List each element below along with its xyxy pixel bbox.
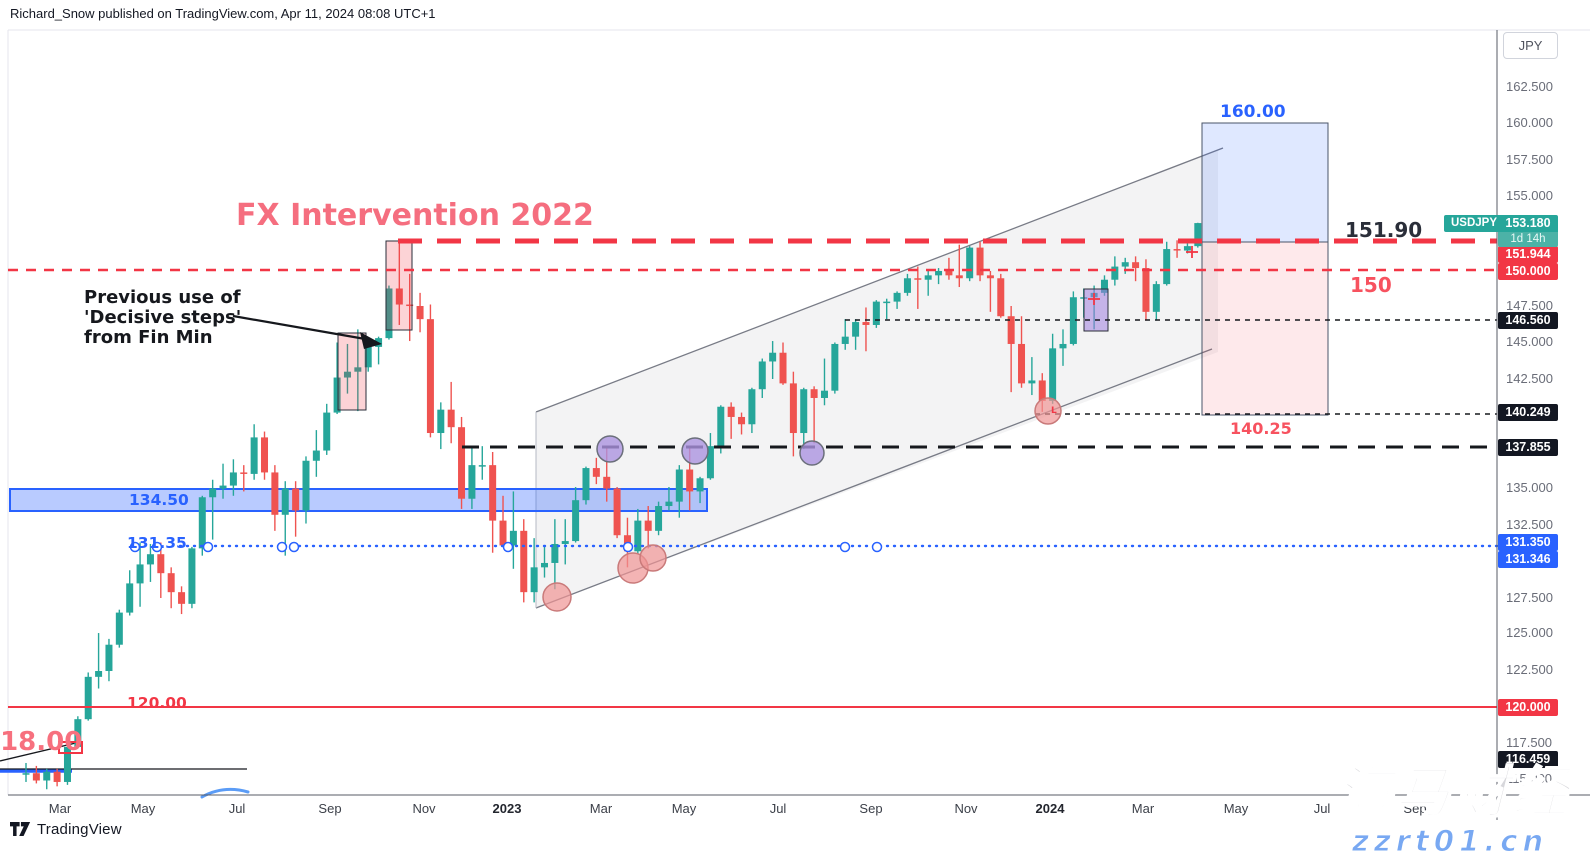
annotation-label: Previous use of <box>84 287 241 308</box>
annotation-label: 140.25 <box>1230 419 1292 438</box>
price-tick-label: 147.500 <box>1506 298 1553 313</box>
price-level-badge: 116.459 <box>1498 750 1558 768</box>
price-level-badge: 146.560 <box>1498 311 1558 329</box>
price-tick-label: 155.000 <box>1506 188 1553 203</box>
price-tick-label: 125.000 <box>1506 625 1553 640</box>
price-level-badge: 151.944 <box>1498 245 1558 263</box>
time-tick-label: May <box>671 801 697 816</box>
price-tick-label: 157.500 <box>1506 152 1553 167</box>
annotation-label: 160.00 <box>1220 102 1286 122</box>
price-tick-label: 122.500 <box>1506 662 1553 677</box>
tradingview-logo-text: TradingView <box>37 820 122 838</box>
price-tick-label: 117.500 <box>1506 735 1553 750</box>
time-tick-label: 2024 <box>1035 801 1065 816</box>
watermark-cjk: 海马财经 <box>1334 760 1571 827</box>
price-tick-label: 132.500 <box>1506 517 1553 532</box>
price-level-badge: 137.855 <box>1498 438 1558 456</box>
time-tick-label: Sep <box>1403 801 1427 816</box>
price-tick-label: 162.500 <box>1506 79 1553 94</box>
annotation-label: 'Decisive steps' <box>84 307 242 328</box>
price-tick-label: 135.000 <box>1506 480 1553 495</box>
price-tick-label: 115.000 <box>1506 771 1553 786</box>
time-tick-label: Nov <box>954 801 978 816</box>
price-level-badge: 120.000 <box>1498 698 1558 716</box>
time-tick-label: Sep <box>859 801 883 816</box>
currency-unit-button[interactable]: JPY <box>1503 32 1558 59</box>
time-tick-label: Nov <box>412 801 436 816</box>
price-level-badge: 131.346 <box>1498 550 1558 568</box>
time-tick-label: May <box>130 801 156 816</box>
annotation-label: 120.00 <box>127 694 187 712</box>
annotation-label: 151.90 <box>1345 218 1423 242</box>
time-tick-label: Jul <box>1313 801 1331 816</box>
price-level-badge: 131.350 <box>1498 533 1558 551</box>
price-tick-label: 160.000 <box>1506 115 1553 130</box>
price-level-badge: 140.249 <box>1498 403 1558 421</box>
time-tick-label: Mar <box>589 801 613 816</box>
time-tick-label: Jul <box>228 801 246 816</box>
last-price-badge: 153.180 <box>1498 215 1558 232</box>
price-tick-label: 145.000 <box>1506 334 1553 349</box>
annotation-label: 131.35 <box>127 534 187 552</box>
time-tick-label: 2023 <box>492 801 522 816</box>
annotation-label: L <box>1051 406 1057 416</box>
tradingview-logo[interactable]: TradingView <box>10 820 122 838</box>
price-tick-label: 127.500 <box>1506 590 1553 605</box>
annotation-label: 150 <box>1350 273 1392 297</box>
time-tick-label: Mar <box>48 801 72 816</box>
tradingview-logo-icon <box>10 822 31 836</box>
time-tick-label: Mar <box>1131 801 1155 816</box>
watermark-url: zzrt01.cn <box>1351 824 1549 857</box>
price-level-badge: 150.000 <box>1498 262 1558 280</box>
publish-attribution: Richard_Snow published on TradingView.co… <box>10 6 436 21</box>
annotation-label: from Fin Min <box>84 327 213 348</box>
bar-countdown-badge: 1d 14h <box>1498 232 1558 247</box>
time-tick-label: Jul <box>769 801 787 816</box>
annotation-label: 134.50 <box>129 491 189 509</box>
annotation-label: 118.00 <box>0 727 83 757</box>
annotation-label: FX Intervention 2022 <box>236 198 594 233</box>
symbol-badge: USDJPY <box>1444 215 1505 232</box>
time-tick-label: Sep <box>318 801 342 816</box>
price-tick-label: 142.500 <box>1506 371 1553 386</box>
time-tick-label: May <box>1223 801 1249 816</box>
